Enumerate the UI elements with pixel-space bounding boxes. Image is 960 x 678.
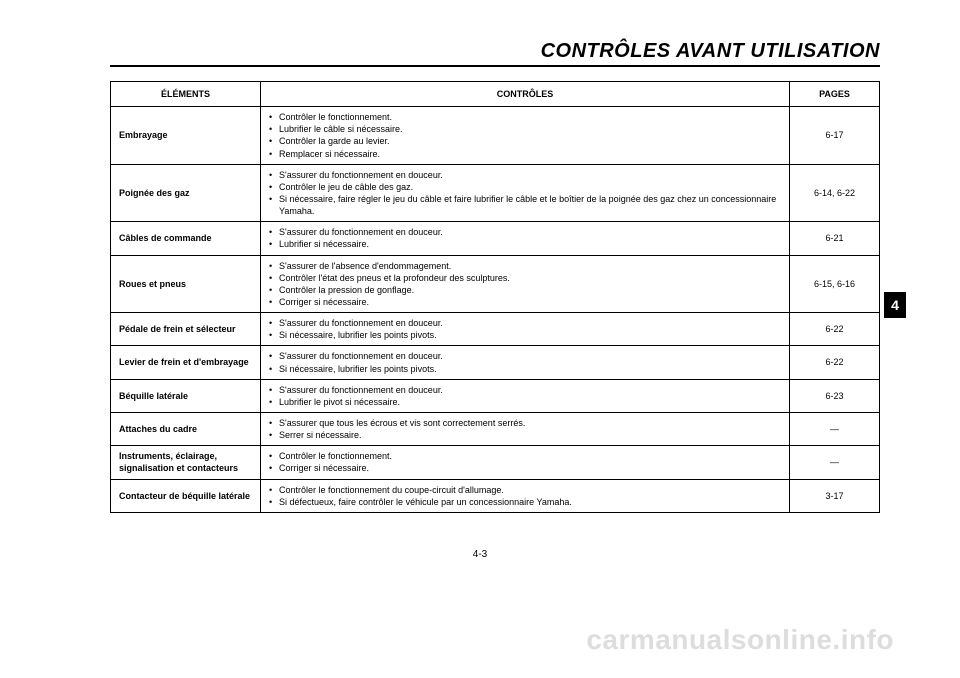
watermark-text: carmanualsonline.info bbox=[586, 624, 894, 656]
table-row: Câbles de commandeS'assurer du fonctionn… bbox=[111, 222, 880, 255]
col-header-elements: ÉLÉMENTS bbox=[111, 82, 261, 107]
cell-element: Roues et pneus bbox=[111, 255, 261, 313]
control-item: Contrôler la pression de gonflage. bbox=[269, 284, 781, 296]
control-item: Si nécessaire, faire régler le jeu du câ… bbox=[269, 193, 781, 217]
table-row: Contacteur de béquille latérale Contrôler… bbox=[111, 479, 880, 512]
table-row: Roues et pneusS'assurer de l'absence d'e… bbox=[111, 255, 880, 313]
control-item: S'assurer que tous les écrous et vis son… bbox=[269, 417, 781, 429]
cell-controls: Contrôler le fonctionnement.Lubrifier le… bbox=[261, 107, 790, 165]
control-item: Serrer si nécessaire. bbox=[269, 429, 781, 441]
control-item: Si nécessaire, lubrifier les points pivo… bbox=[269, 329, 781, 341]
cell-pages: 6-22 bbox=[790, 346, 880, 379]
control-item: Contrôler le fonctionnement. bbox=[269, 450, 781, 462]
cell-element: Contacteur de béquille latérale bbox=[111, 479, 261, 512]
control-item: Si nécessaire, lubrifier les points pivo… bbox=[269, 363, 781, 375]
control-item: Corriger si nécessaire. bbox=[269, 296, 781, 308]
control-item: Lubrifier si nécessaire. bbox=[269, 238, 781, 250]
side-chapter-tab: 4 bbox=[884, 292, 906, 318]
control-item: S'assurer de l'absence d'endommagement. bbox=[269, 260, 781, 272]
control-item: Si défectueux, faire contrôler le véhicu… bbox=[269, 496, 781, 508]
cell-element: Poignée des gaz bbox=[111, 164, 261, 222]
control-item: Contrôler l'état des pneus et la profond… bbox=[269, 272, 781, 284]
cell-controls: S'assurer du fonctionnement en douceur.S… bbox=[261, 313, 790, 346]
control-item: S'assurer du fonctionnement en douceur. bbox=[269, 350, 781, 362]
cell-pages: 6-23 bbox=[790, 379, 880, 412]
section-title: CONTRÔLES AVANT UTILISATION bbox=[110, 40, 880, 67]
cell-pages: — bbox=[790, 412, 880, 445]
table-row: Instruments, éclairage, signalisation et… bbox=[111, 446, 880, 479]
cell-controls: S'assurer du fonctionnement en douceur.C… bbox=[261, 164, 790, 222]
col-header-controls: CONTRÔLES bbox=[261, 82, 790, 107]
table-row: Pédale de frein et sélecteurS'assurer du… bbox=[111, 313, 880, 346]
cell-element: Embrayage bbox=[111, 107, 261, 165]
control-item: Contrôler la garde au levier. bbox=[269, 135, 781, 147]
table-header: ÉLÉMENTS CONTRÔLES PAGES bbox=[111, 82, 880, 107]
control-item: Lubrifier le pivot si nécessaire. bbox=[269, 396, 781, 408]
cell-controls: S'assurer du fonctionnement en douceur.S… bbox=[261, 346, 790, 379]
cell-controls: S'assurer du fonctionnement en douceur.L… bbox=[261, 379, 790, 412]
cell-pages: 6-17 bbox=[790, 107, 880, 165]
control-item: S'assurer du fonctionnement en douceur. bbox=[269, 317, 781, 329]
cell-pages: 6-21 bbox=[790, 222, 880, 255]
cell-controls: S'assurer du fonctionnement en douceur.L… bbox=[261, 222, 790, 255]
table-row: EmbrayageContrôler le fonctionnement.Lub… bbox=[111, 107, 880, 165]
cell-element: Levier de frein et d'embrayage bbox=[111, 346, 261, 379]
cell-pages: 6-22 bbox=[790, 313, 880, 346]
cell-element: Pédale de frein et sélecteur bbox=[111, 313, 261, 346]
cell-pages: 3-17 bbox=[790, 479, 880, 512]
controls-table: ÉLÉMENTS CONTRÔLES PAGES EmbrayageContrô… bbox=[110, 81, 880, 513]
cell-element: Câbles de commande bbox=[111, 222, 261, 255]
cell-controls: S'assurer de l'absence d'endommagement.C… bbox=[261, 255, 790, 313]
cell-element: Attaches du cadre bbox=[111, 412, 261, 445]
cell-controls: Contrôler le fonctionnement du coupe-cir… bbox=[261, 479, 790, 512]
cell-element: Instruments, éclairage, signalisation et… bbox=[111, 446, 261, 479]
control-item: Remplacer si nécessaire. bbox=[269, 148, 781, 160]
control-item: S'assurer du fonctionnement en douceur. bbox=[269, 226, 781, 238]
page-number: 4-3 bbox=[0, 549, 960, 560]
table-body: EmbrayageContrôler le fonctionnement.Lub… bbox=[111, 107, 880, 513]
control-item: S'assurer du fonctionnement en douceur. bbox=[269, 384, 781, 396]
table-row: Attaches du cadre S'assurer que tous les … bbox=[111, 412, 880, 445]
cell-controls: Contrôler le fonctionnement.Corriger si … bbox=[261, 446, 790, 479]
cell-element: Béquille latérale bbox=[111, 379, 261, 412]
cell-pages: — bbox=[790, 446, 880, 479]
cell-pages: 6-15, 6-16 bbox=[790, 255, 880, 313]
table-row: Béquille latéraleS'assurer du fonctionne… bbox=[111, 379, 880, 412]
table-row: Levier de frein et d'embrayageS'assurer … bbox=[111, 346, 880, 379]
control-item: Corriger si nécessaire. bbox=[269, 462, 781, 474]
cell-pages: 6-14, 6-22 bbox=[790, 164, 880, 222]
control-item: Contrôler le fonctionnement du coupe-cir… bbox=[269, 484, 781, 496]
control-item: Lubrifier le câble si nécessaire. bbox=[269, 123, 781, 135]
control-item: Contrôler le fonctionnement. bbox=[269, 111, 781, 123]
manual-page: CONTRÔLES AVANT UTILISATION ÉLÉMENTS CON… bbox=[0, 0, 960, 678]
cell-controls: S'assurer que tous les écrous et vis son… bbox=[261, 412, 790, 445]
control-item: S'assurer du fonctionnement en douceur. bbox=[269, 169, 781, 181]
col-header-pages: PAGES bbox=[790, 82, 880, 107]
table-row: Poignée des gazS'assurer du fonctionneme… bbox=[111, 164, 880, 222]
control-item: Contrôler le jeu de câble des gaz. bbox=[269, 181, 781, 193]
